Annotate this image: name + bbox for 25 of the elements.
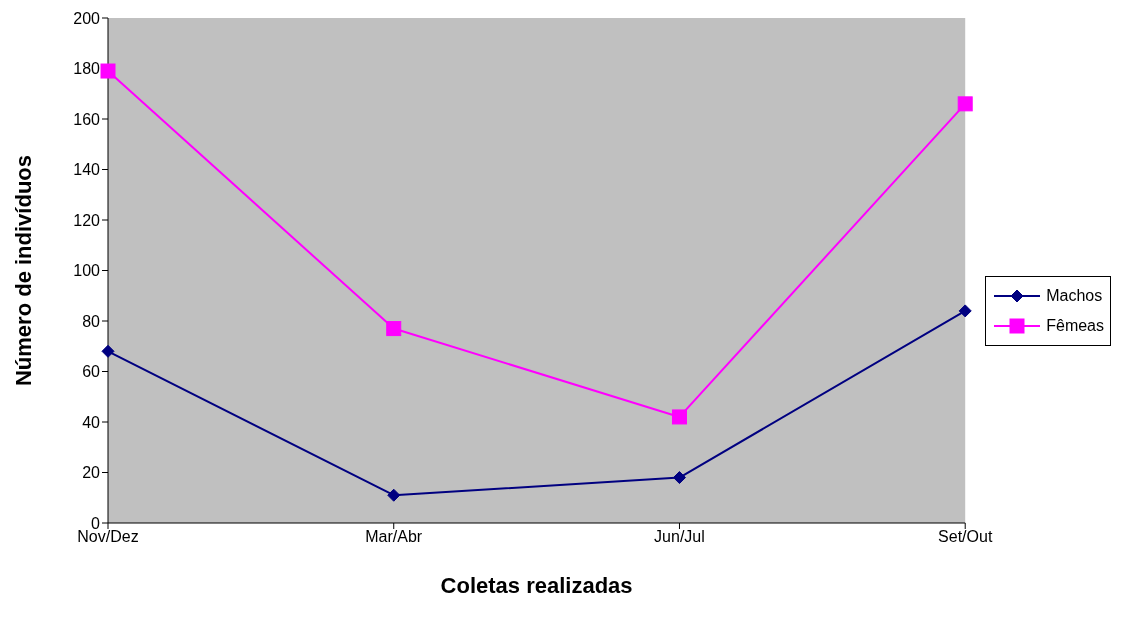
point [387, 488, 401, 502]
y-tick-label: 120 [73, 211, 101, 229]
point [958, 304, 972, 318]
y-tick-label: 180 [73, 60, 101, 78]
point [101, 344, 115, 358]
point [957, 96, 973, 112]
y-tick-label: 140 [73, 161, 101, 179]
y-tick-label: 100 [73, 262, 101, 280]
y-tick-label: 40 [82, 413, 101, 431]
y-tick-label: 20 [82, 464, 101, 482]
x-tick-label: Mar/Abr [365, 528, 423, 546]
point [386, 321, 402, 337]
x-tick-label: Jun/Jul [654, 528, 705, 546]
y-tick-label: 160 [73, 110, 101, 128]
y-axis-title: Número de indivíduos [10, 154, 36, 387]
y-tick-label: 60 [82, 363, 101, 381]
legend-label: Machos [1046, 286, 1103, 305]
x-tick-label: Set/Out [938, 528, 993, 546]
y-tick-label: 80 [82, 312, 101, 330]
point [672, 471, 686, 485]
y-tick-label: 200 [73, 9, 101, 27]
point [100, 63, 116, 79]
point [671, 409, 687, 425]
x-axis-title: Coletas realizadas [440, 573, 633, 598]
legend-label: Fêmeas [1046, 316, 1104, 335]
